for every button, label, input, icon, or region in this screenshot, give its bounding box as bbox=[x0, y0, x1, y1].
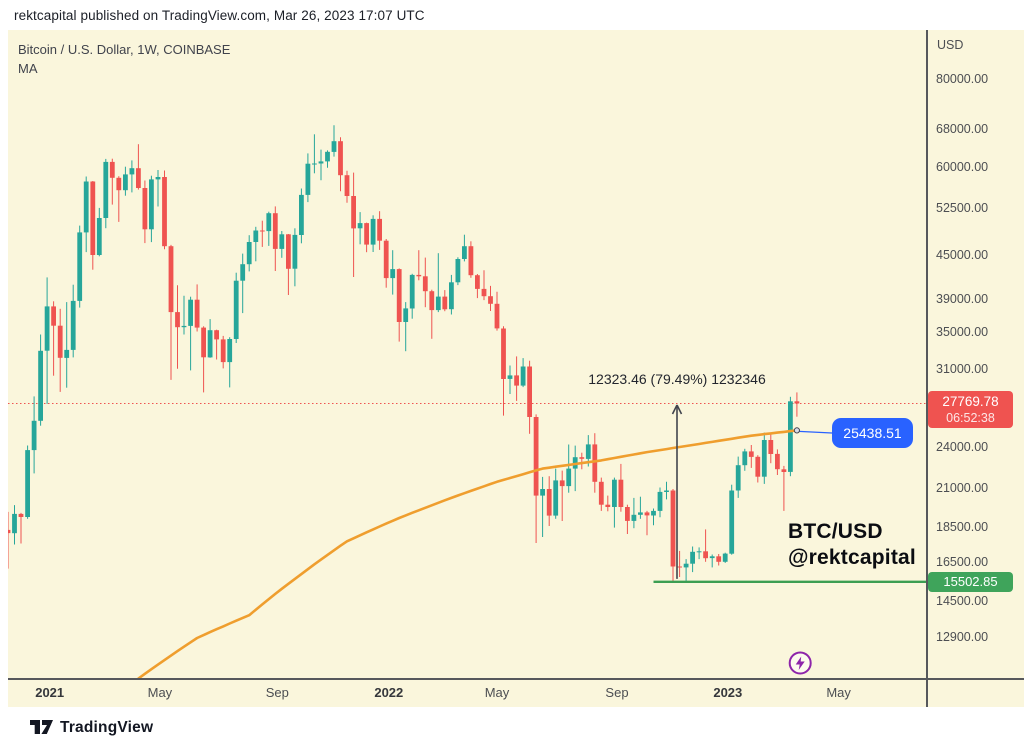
price-tick: 80000.00 bbox=[936, 72, 989, 86]
attribution-bar: rektcapital published on TradingView.com… bbox=[0, 0, 1024, 30]
time-axis[interactable]: 2021 May Sep 2022 May Sep 2023 May bbox=[0, 679, 1024, 707]
time-tick: May bbox=[147, 685, 173, 700]
ma-value-badge: 25438.51 bbox=[832, 418, 913, 448]
time-tick: 2022 bbox=[374, 685, 404, 700]
time-tick: May bbox=[826, 685, 851, 700]
time-tick: 2021 bbox=[35, 685, 65, 700]
price-tick: 12900.00 bbox=[936, 630, 989, 644]
time-tick: 2023 bbox=[713, 685, 743, 700]
watermark-symbol: BTC/USD bbox=[788, 520, 883, 543]
watermark: BTC/USD @rektcapital bbox=[788, 519, 916, 571]
support-price-badge: 15502.85 bbox=[928, 572, 1013, 592]
price-axis-border bbox=[926, 30, 928, 707]
time-axis-border bbox=[8, 678, 1024, 680]
footer-bar: TradingView bbox=[0, 707, 1024, 748]
price-tick: 68000.00 bbox=[936, 121, 989, 136]
time-tick: Sep bbox=[605, 685, 629, 700]
bar-countdown: 06:52:38 bbox=[946, 411, 995, 425]
tradingview-logo-icon[interactable] bbox=[30, 719, 54, 736]
indicator-ma-label[interactable]: MA bbox=[18, 61, 38, 76]
price-tick: 16500.00 bbox=[936, 554, 989, 569]
price-tick: 31000.00 bbox=[936, 361, 989, 376]
time-tick: May bbox=[484, 685, 510, 700]
price-tick: 21000.00 bbox=[936, 481, 989, 495]
measure-label: 12323.46 (79.49%) 1232346 bbox=[588, 371, 766, 387]
currency-label: USD bbox=[937, 38, 964, 52]
tradingview-brand-text[interactable]: TradingView bbox=[60, 718, 154, 736]
chart-panel[interactable] bbox=[8, 30, 1024, 707]
watermark-handle: @rektcapital bbox=[788, 546, 916, 569]
price-tick: 14500.00 bbox=[936, 594, 989, 609]
attribution-text: rektcapital published on TradingView.com… bbox=[14, 7, 425, 23]
time-tick: Sep bbox=[265, 685, 289, 700]
price-tick: 45000.00 bbox=[936, 247, 989, 262]
price-tick: 24000.00 bbox=[936, 440, 989, 455]
price-tick: 60000.00 bbox=[936, 160, 989, 174]
last-price-badge: 27769.78 06:52:38 bbox=[928, 391, 1013, 428]
price-tick: 35000.00 bbox=[936, 324, 989, 339]
price-tick: 18500.00 bbox=[936, 519, 989, 534]
symbol-title[interactable]: Bitcoin / U.S. Dollar, 1W, COINBASE bbox=[18, 42, 231, 57]
price-tick: 39000.00 bbox=[936, 291, 989, 306]
price-tick: 52500.00 bbox=[936, 200, 989, 215]
last-price-value: 27769.78 bbox=[942, 394, 999, 409]
